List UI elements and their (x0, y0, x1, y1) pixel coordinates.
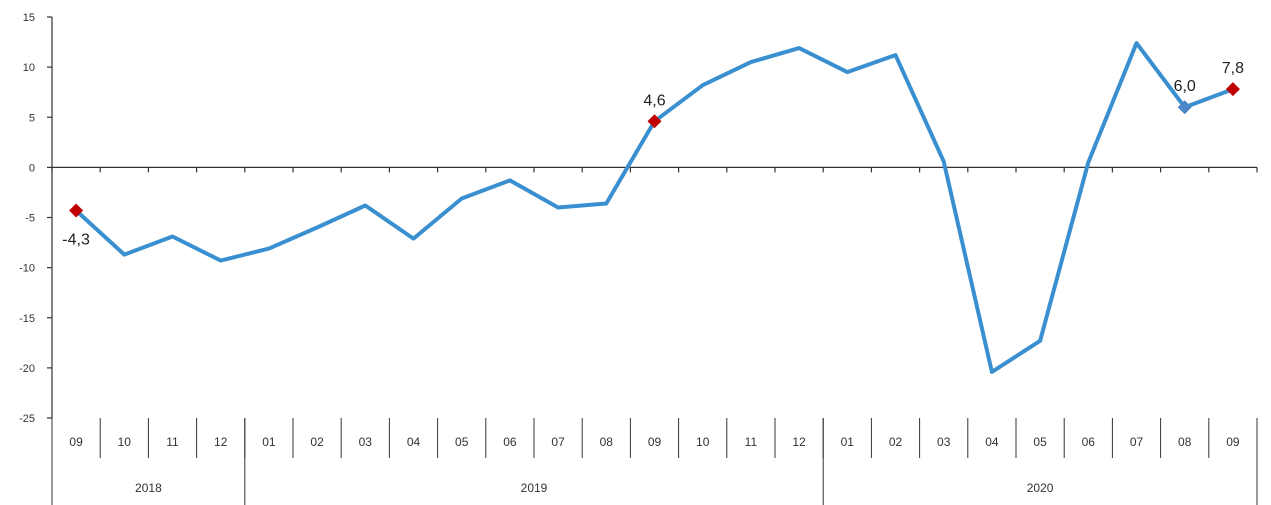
x-tick-label: 09 (648, 435, 662, 449)
x-tick-label: 12 (214, 435, 228, 449)
x-tick-label: 03 (937, 435, 951, 449)
y-axis-ticks: 15 10 5 0 -5 -10 -15 -20 -25 (19, 12, 35, 425)
x-tick-label: 01 (841, 435, 855, 449)
data-label: 7,8 (1222, 60, 1244, 77)
data-point-marker (69, 203, 84, 218)
x-tick-label: 09 (1226, 435, 1240, 449)
x-tick-label: 12 (792, 435, 806, 449)
x-tick-label: 10 (696, 435, 710, 449)
data-label: 4,6 (643, 92, 665, 109)
data-point-marker (647, 114, 662, 129)
x-tick-label: 07 (551, 435, 565, 449)
data-label: 6,0 (1174, 78, 1196, 95)
x-tick-label: 11 (166, 435, 179, 449)
x-tick-label: 02 (310, 435, 324, 449)
x-axis-ticks: 09 10 11 12 01 02 03 04 05 06 07 08 09 10 11 12 01 02 03 04… (51, 418, 1258, 505)
y-tick-label: -25 (19, 413, 35, 425)
series-layer (69, 41, 1240, 374)
year-label: 2018 (135, 481, 162, 495)
year-label: 2019 (521, 481, 548, 495)
year-label: 2020 (1027, 481, 1054, 495)
y-tick-label: 0 (29, 162, 35, 174)
x-tick-label: 10 (118, 435, 132, 449)
x-tick-label: 05 (1033, 435, 1047, 449)
x-tick-label: 11 (745, 435, 758, 449)
x-tick-label: 05 (455, 435, 469, 449)
x-tick-label: 04 (985, 435, 999, 449)
y-tick-label: -15 (19, 313, 35, 325)
x-tick-label: 03 (359, 435, 373, 449)
x-tick-label: 09 (69, 435, 83, 449)
axes (47, 16, 1258, 419)
y-tick-label: 5 (29, 112, 35, 124)
x-tick-label: 06 (1082, 435, 1096, 449)
data-point-marker (1177, 100, 1192, 115)
data-label: -4,3 (62, 231, 90, 248)
x-tick-label: 07 (1130, 435, 1144, 449)
x-tick-label: 04 (407, 435, 421, 449)
y-tick-label: 15 (23, 12, 35, 24)
x-tick-label: 08 (600, 435, 614, 449)
x-tick-label: 01 (262, 435, 276, 449)
x-tick-label: 06 (503, 435, 517, 449)
data-point-marker (1225, 82, 1240, 97)
y-tick-label: -10 (19, 263, 35, 275)
y-tick-label: -5 (25, 213, 35, 225)
x-tick-label: 08 (1178, 435, 1192, 449)
x-tick-label: 02 (889, 435, 903, 449)
y-tick-label: -20 (19, 363, 35, 375)
y-tick-label: 10 (23, 62, 35, 74)
data-labels: -4,3 4,6 6,0 7,8 (62, 60, 1244, 248)
